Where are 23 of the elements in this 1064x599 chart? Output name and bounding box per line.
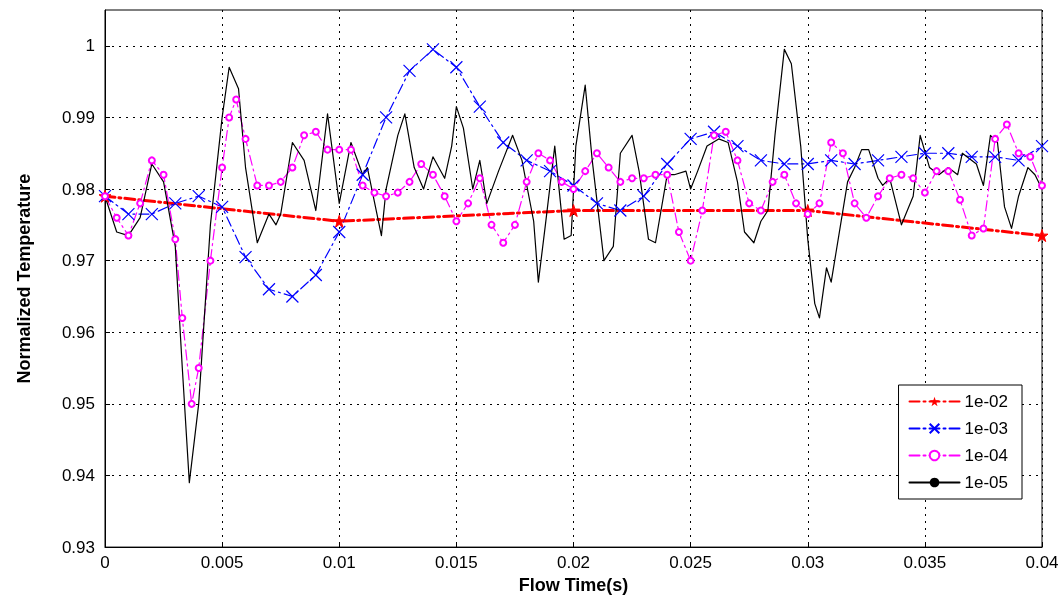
- x-tick-label: 0.025: [669, 553, 712, 573]
- x-tick-label: 0.005: [200, 553, 244, 573]
- x-tick-label: 0.01: [322, 553, 356, 573]
- y-tick-label: 0.94: [61, 465, 95, 485]
- legend-label: 1e-04: [964, 446, 1008, 465]
- legend-label: 1e-05: [964, 473, 1008, 492]
- legend-label: 1e-02: [964, 392, 1008, 411]
- y-tick-label: 0.97: [61, 251, 95, 271]
- y-tick-label: 0.99: [61, 107, 95, 127]
- x-tick-label: 0.04: [1025, 553, 1059, 573]
- y-tick-label: 0.93: [61, 537, 95, 557]
- y-tick-label: 0.96: [61, 322, 95, 342]
- x-tick-label: 0.02: [556, 553, 591, 573]
- y-tick-label: 0.95: [61, 394, 95, 414]
- x-axis-title: Flow Time(s): [518, 575, 629, 595]
- x-tick-label: 0: [100, 553, 110, 573]
- x-tick-label: 0.03: [791, 553, 825, 573]
- y-tick-label: 0.98: [61, 179, 95, 199]
- y-axis-title: Normalized Temperature: [14, 173, 34, 384]
- legend-label: 1e-03: [964, 419, 1008, 438]
- y-tick-label: 1: [85, 36, 95, 56]
- x-tick-label: 0.015: [435, 553, 478, 573]
- x-tick-label: 0.035: [903, 553, 947, 573]
